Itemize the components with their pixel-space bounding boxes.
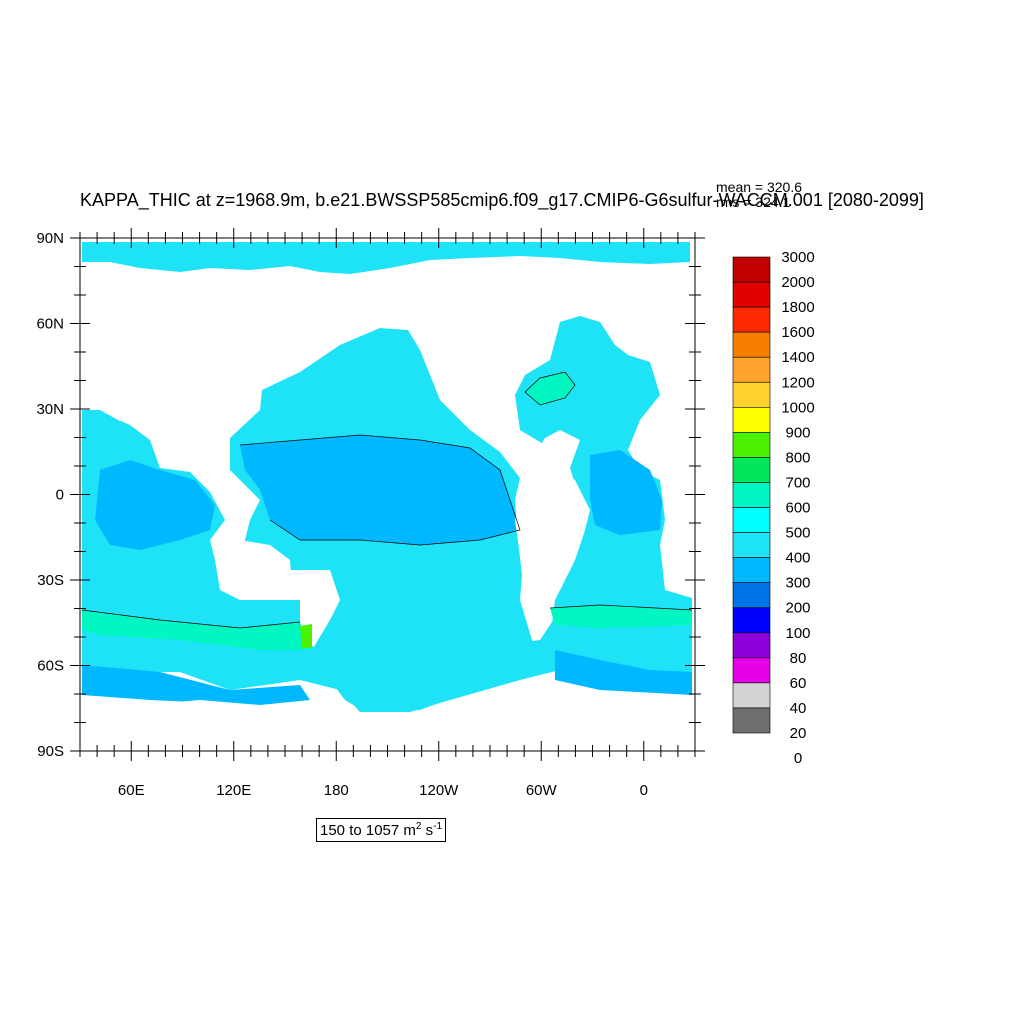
colorbar-label: 1600 bbox=[781, 324, 814, 341]
colorbar-swatch bbox=[732, 607, 771, 634]
colorbar-swatch bbox=[732, 281, 771, 308]
range-exp2: -1 bbox=[433, 821, 443, 832]
north-atlantic-high-band bbox=[525, 372, 575, 405]
colorbar-label: 700 bbox=[785, 474, 810, 491]
southern-high-band bbox=[82, 610, 310, 650]
colorbar: 3000200018001600140012001000900800700600… bbox=[732, 249, 815, 767]
colorbar-swatch bbox=[732, 507, 771, 533]
lon-tick-label: 0 bbox=[640, 782, 648, 799]
lon-tick-label: 60E bbox=[118, 782, 145, 799]
colorbar-label: 800 bbox=[785, 449, 810, 466]
colorbar-swatch bbox=[732, 407, 771, 433]
colorbar-label: 40 bbox=[790, 700, 807, 717]
colorbar-label: 80 bbox=[790, 650, 807, 667]
lat-tick-label: 90N bbox=[36, 230, 64, 247]
colorbar-label: 100 bbox=[785, 625, 810, 642]
colorbar-swatch bbox=[732, 707, 771, 734]
lon-tick-label: 120W bbox=[419, 782, 459, 799]
map-field bbox=[80, 238, 695, 751]
africa bbox=[515, 430, 585, 600]
longitude-axis: 60E 120E 180 120W 60W 0 bbox=[79, 228, 696, 799]
colorbar-swatch bbox=[732, 356, 771, 383]
lon-tick-label: 60W bbox=[526, 782, 558, 799]
latitude-axis: 90N 60N 30N 0 30S 60S 90S bbox=[36, 230, 705, 760]
lat-tick-label: 30N bbox=[36, 401, 64, 418]
colorbar-label: 3000 bbox=[781, 249, 814, 266]
colorbar-label: 1800 bbox=[781, 299, 814, 316]
colorbar-label: 900 bbox=[785, 424, 810, 441]
tropical-band-pacific bbox=[240, 435, 520, 545]
colorbar-label: 500 bbox=[785, 525, 810, 542]
southern-deep-band bbox=[82, 665, 310, 705]
colorbar-swatch bbox=[732, 432, 771, 458]
contour-lines bbox=[81, 371, 693, 629]
lat-tick-label: 90S bbox=[37, 743, 64, 760]
lon-tick-label: 120E bbox=[216, 782, 251, 799]
colorbar-label: 300 bbox=[785, 575, 810, 592]
colorbar-swatch bbox=[732, 331, 771, 358]
colorbar-swatch bbox=[732, 557, 771, 583]
stats-box: mean = 320.6 rms = 324.1 bbox=[716, 180, 802, 210]
colorbar-label: 200 bbox=[785, 600, 810, 617]
colorbar-label: 1000 bbox=[781, 399, 814, 416]
range-mid: s bbox=[421, 822, 434, 839]
colorbar-swatch bbox=[732, 256, 771, 283]
lat-tick-label: 0 bbox=[56, 487, 64, 504]
colorbar-label: 2000 bbox=[781, 274, 814, 291]
colorbar-swatch bbox=[732, 657, 771, 684]
colorbar-swatch bbox=[732, 682, 771, 709]
colorbar-label: 600 bbox=[785, 500, 810, 517]
colorbar-label: 400 bbox=[785, 550, 810, 567]
range-exp1: 2 bbox=[415, 821, 422, 832]
tropical-band-indian bbox=[95, 460, 215, 550]
colorbar-label: 1400 bbox=[781, 349, 814, 366]
australia bbox=[215, 540, 292, 600]
colorbar-swatch bbox=[732, 306, 771, 333]
colorbar-swatch bbox=[732, 532, 771, 558]
colorbar-swatch bbox=[732, 482, 771, 508]
lon-tick-label: 180 bbox=[324, 782, 349, 799]
range-label: 150 to 1057 m2 s-1 bbox=[316, 818, 447, 842]
range-text: 150 to 1057 m bbox=[320, 822, 416, 839]
colorbar-swatch bbox=[732, 457, 771, 483]
peak-spot bbox=[300, 624, 312, 648]
atlantic-south-high-band bbox=[550, 605, 692, 628]
colorbar-label: 0 bbox=[794, 750, 802, 767]
mean-label: mean = 320.6 bbox=[716, 179, 803, 195]
antarctica bbox=[82, 690, 692, 751]
lat-tick-label: 30S bbox=[37, 572, 64, 589]
plot-title: KAPPA_THIC at z=1968.9m, b.e21.BWSSP585c… bbox=[80, 190, 924, 210]
lat-tick-label: 60N bbox=[36, 316, 64, 333]
tropical-band-atlantic bbox=[590, 450, 662, 535]
weddell-band bbox=[555, 650, 692, 695]
rms-label: rms = 324.1 bbox=[716, 194, 791, 210]
colorbar-swatch bbox=[732, 582, 771, 609]
colorbar-label: 1200 bbox=[781, 374, 814, 391]
lat-tick-label: 60S bbox=[37, 658, 64, 675]
colorbar-swatch bbox=[732, 632, 771, 659]
colorbar-swatch bbox=[732, 381, 771, 408]
colorbar-label: 60 bbox=[790, 675, 807, 692]
arctic-ocean bbox=[82, 242, 690, 274]
colorbar-label: 20 bbox=[790, 725, 807, 742]
